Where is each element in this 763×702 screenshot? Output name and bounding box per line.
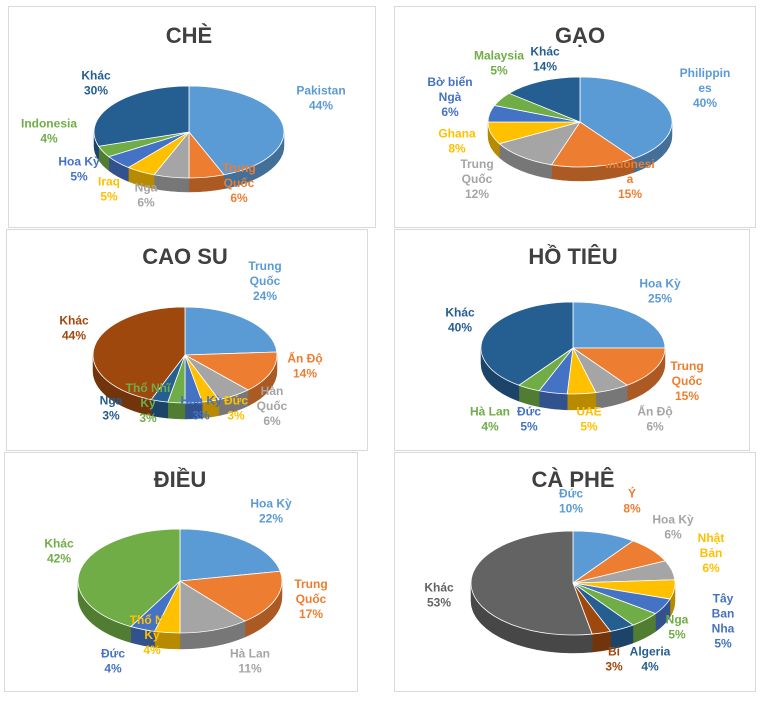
pie-slice-trung-quốc xyxy=(498,121,581,166)
data-label: Khác 42% xyxy=(44,537,74,566)
data-label: Indonesia 4% xyxy=(21,117,77,146)
data-label: Hà Lan 11% xyxy=(230,647,270,676)
data-label: Hoa Kỳ 6% xyxy=(652,513,694,542)
pie-slice-trung-quốc xyxy=(178,570,283,622)
data-label: Trung Quốc 12% xyxy=(460,157,493,201)
chart-panel-che: CHÈ Pakistan 44% Trung Quốc 6% Nga 6% Iraq 5% Hoa … xyxy=(8,6,376,228)
pie-slice-khác xyxy=(470,530,593,636)
pie-slice-khác xyxy=(93,85,190,147)
data-label: UAE 5% xyxy=(576,405,601,434)
chart-title: CHÈ xyxy=(166,23,212,48)
data-label: Trung Quốc 15% xyxy=(670,359,703,403)
data-label: Trung Quốc 24% xyxy=(248,259,281,303)
chart-title: ĐIỀU xyxy=(154,467,207,492)
pie-depth xyxy=(92,354,278,420)
data-label: Nga 5% xyxy=(666,613,689,642)
pie-depth xyxy=(93,131,285,193)
data-label: Khác 40% xyxy=(445,306,475,335)
data-label: Hoa Kỳ 5% xyxy=(58,155,100,184)
chart-panel-ca-phe: CÀ PHÊ Đức 10% Ý 8% Hoa Kỳ 6% Nhật Bản 6% Tây Ban Nh… xyxy=(394,452,756,692)
data-label: Khác 30% xyxy=(81,69,111,98)
data-label: Ấn Độ 6% xyxy=(637,404,672,434)
pie-slice-hoa-kỳ xyxy=(572,301,666,349)
data-label: Philippin es 40% xyxy=(680,66,731,110)
data-label: Thổ Nhĩ Kỳ 3% xyxy=(126,381,171,425)
chart-panel-dieu: ĐIỀU Hoa Kỳ 22% Trung Quốc 17% Hà Lan 11% Thổ Nh… xyxy=(4,452,358,692)
data-label: Nga 6% xyxy=(135,181,158,210)
data-label: Bỉ 3% xyxy=(605,645,623,674)
data-label: Thổ Nhĩ Kỳ 4% xyxy=(130,613,175,657)
pie-slice-ấn-độ xyxy=(183,351,278,391)
data-label: Khác 53% xyxy=(424,581,454,610)
pie-slice-khác xyxy=(77,528,181,628)
data-label: Trung Quốc 6% xyxy=(222,161,255,205)
chart-panel-ho-tieu: HỒ TIÊU Hoa Kỳ 25% Trung Quốc 15% Ấn Độ 6% UAE 5%… xyxy=(394,229,750,451)
pie-slice-khác xyxy=(508,76,581,123)
data-label: Nga 3% xyxy=(100,394,123,423)
pie-slice-trung-quốc xyxy=(571,347,666,386)
pie-slice-trung-quốc xyxy=(184,306,278,356)
data-label: Hoa Kỳ 22% xyxy=(250,497,292,526)
data-label: Ghana 8% xyxy=(438,127,476,156)
data-label: Đức 5% xyxy=(517,405,541,434)
data-label: Đức 3% xyxy=(224,394,248,423)
data-label: Indonesi a 15% xyxy=(605,157,654,201)
chart-panel-cao-su: CAO SU Trung Quốc 24% Ấn Độ 14% Hàn Quốc 6% Đức 3%… xyxy=(6,229,368,451)
chart-title: CÀ PHÊ xyxy=(531,467,614,492)
chart-title: GẠO xyxy=(555,23,605,48)
pie-slice-hoa-kỳ xyxy=(179,528,281,582)
chart-title: CAO SU xyxy=(142,244,228,269)
data-label: Ấn Độ 14% xyxy=(287,351,322,381)
pie-slice-philippin-es xyxy=(579,76,673,159)
data-label: Đức 4% xyxy=(101,647,125,676)
data-label: Khác 44% xyxy=(59,314,89,343)
data-label: Đức 10% xyxy=(559,487,583,516)
data-label: Algeria 4% xyxy=(630,645,671,674)
pie-slice-khác xyxy=(92,306,186,401)
chart-title: HỒ TIÊU xyxy=(528,244,617,269)
data-label: Hà Lan 4% xyxy=(470,405,510,434)
pie-slice-hà-lan xyxy=(179,580,246,634)
pie-slice-indonesi-a xyxy=(550,121,635,168)
chart-panel-gao: GẠO Philippin es 40% Indonesi a 15% Trung Quốc 12… xyxy=(394,6,756,228)
data-label: Hàn Quốc 6% xyxy=(257,384,288,428)
data-label: Iraq 5% xyxy=(98,175,120,204)
data-label: Trung Quốc 17% xyxy=(294,577,327,621)
data-label: Khác 14% xyxy=(530,45,560,74)
data-label: Tây Ban Nha 5% xyxy=(712,592,735,651)
pie-slice-pakistan xyxy=(188,85,285,176)
data-label: Bờ biển Ngà 6% xyxy=(427,75,472,119)
pie-depth xyxy=(470,582,676,654)
pie-slice-khác xyxy=(480,301,574,386)
data-label: Pakistan 44% xyxy=(296,84,345,113)
data-label: Hoa Kỳ 3% xyxy=(180,394,222,423)
data-label: Hoa Kỳ 25% xyxy=(639,277,681,306)
data-label: Ý 8% xyxy=(623,486,641,516)
data-label: Nhật Bản 6% xyxy=(698,531,725,575)
data-label: Malaysia 5% xyxy=(474,49,524,78)
